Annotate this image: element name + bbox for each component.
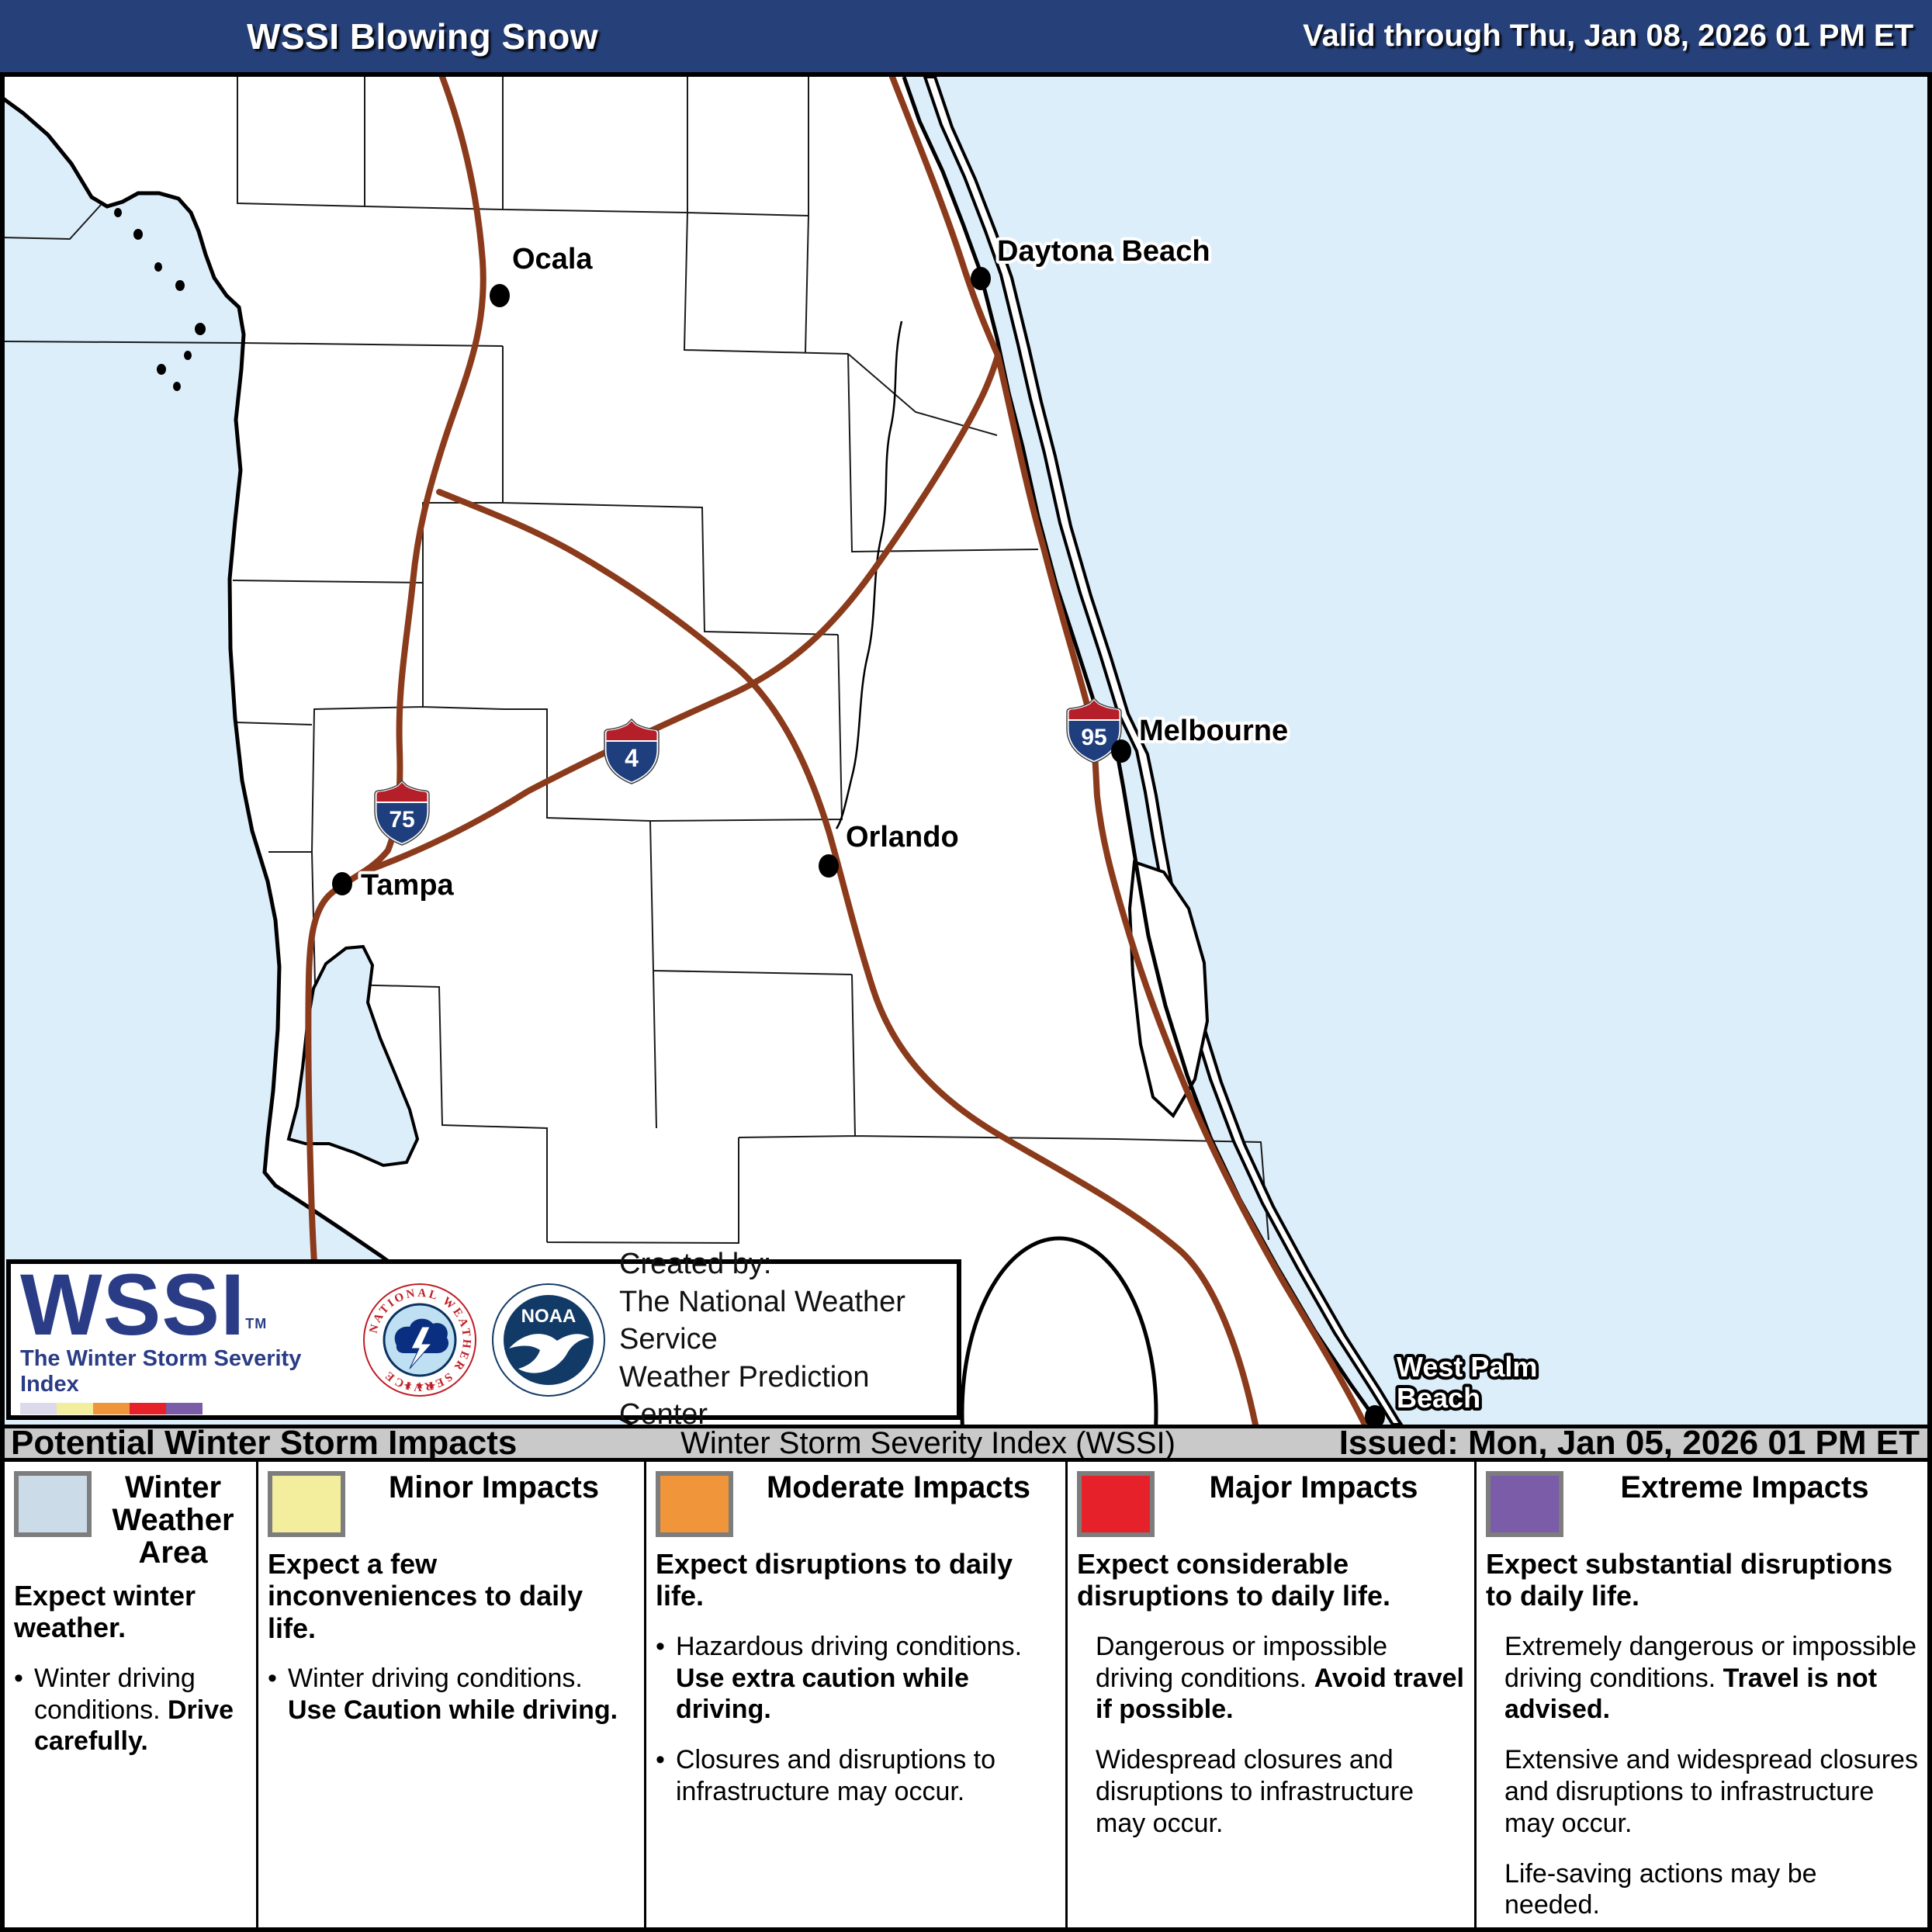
coastal-islands	[114, 208, 206, 391]
moderate-impacts-swatch	[656, 1471, 733, 1537]
info-bar-subtitle: Winter Storm Severity Index (WSSI)	[680, 1425, 1175, 1460]
legend-title: Winter Weather Area	[112, 1470, 234, 1570]
legend-item: • Hazardous driving conditions. Use extr…	[656, 1631, 1023, 1725]
interstate-95-shield: 95	[1066, 698, 1122, 763]
interstate-75-road	[305, 77, 486, 1266]
interstate-95-number: 95	[1081, 725, 1106, 750]
nws-logo-icon: NATIONAL WEATHER SERVICE ★ ★ ★	[363, 1283, 476, 1397]
interstate-95-road	[889, 77, 1367, 1425]
svg-text:★ ★ ★: ★ ★ ★	[403, 1380, 436, 1391]
trademark: TM	[245, 1315, 268, 1331]
content-frame: 75 4 95	[0, 72, 1932, 1932]
city-label-tampa: Tampa	[361, 869, 455, 902]
barrier-island	[923, 77, 1404, 1425]
city-dot-melbourne	[1111, 739, 1131, 763]
st-johns-river	[835, 320, 903, 829]
city-dot-ocala	[490, 284, 510, 307]
city-dot-west-palm-beach	[1365, 1405, 1385, 1425]
city-label-daytona-beach: Daytona Beach	[997, 235, 1210, 268]
interstate-4-shield: 4	[604, 718, 660, 784]
svg-text:NOAA: NOAA	[521, 1306, 576, 1327]
gulf-of-mexico	[5, 99, 632, 1425]
major-impacts-swatch	[1077, 1471, 1155, 1537]
minor-impacts-swatch	[268, 1471, 345, 1537]
city-label-melbourne: Melbourne	[1139, 715, 1288, 747]
legend-item: • Winter driving conditions. Drive caref…	[14, 1663, 234, 1757]
lake-okeechobee	[960, 1236, 1158, 1425]
legend-lead: Expect considerable disruptions to daily…	[1077, 1548, 1391, 1612]
city-label-west-palm: West Palm	[1397, 1351, 1537, 1383]
city-dot-orlando	[819, 854, 839, 878]
interstate-4-road	[360, 352, 1001, 875]
info-bar: Potential Winter Storm Impacts Winter St…	[5, 1424, 1927, 1462]
created-by-line2: The National Weather Service	[619, 1285, 905, 1356]
legend-title: Major Impacts	[1209, 1470, 1418, 1504]
legend-title: Minor Impacts	[388, 1470, 600, 1504]
strip-color-winter	[20, 1403, 57, 1415]
strip-color-major	[130, 1403, 166, 1415]
strip-color-extreme	[166, 1403, 203, 1415]
legend-col-moderate-impacts: Moderate Impacts Expect disruptions to d…	[644, 1462, 1065, 1927]
wssi-logo: WSSITM The Winter Storm Severity Index	[20, 1255, 349, 1415]
legend-lead: Expect winter weather.	[14, 1580, 196, 1644]
header-bar: WSSI Blowing Snow Valid through Thu, Jan…	[0, 0, 1932, 72]
legend-item: Life-saving actions may be needed.	[1504, 1858, 1817, 1920]
florida-map: 75 4 95	[5, 77, 1927, 1431]
roads	[305, 77, 1367, 1425]
valid-through-label: Valid through Thu, Jan 08, 2026 01 PM ET	[1303, 19, 1913, 53]
legend-item: Dangerous or impossible driving conditio…	[1096, 1631, 1464, 1725]
legend-lead: Expect disruptions to daily life.	[656, 1548, 1013, 1612]
strip-color-minor	[57, 1403, 93, 1415]
city-label-ocala: Ocala	[512, 243, 593, 275]
wssi-tagline: The Winter Storm Severity Index	[20, 1346, 302, 1397]
city-label-west-palm-beach-2: Beach	[1397, 1382, 1480, 1414]
legend-item: Widespread closures and disruptions to i…	[1096, 1745, 1414, 1838]
legend-lead: Expect substantial disruptions to daily …	[1486, 1548, 1893, 1612]
interstate-4-number: 4	[625, 744, 639, 772]
page-title: WSSI Blowing Snow	[247, 16, 599, 57]
city-label-orlando: Orlando	[846, 821, 959, 853]
legend-item: • Winter driving conditions. Use Caution…	[268, 1664, 618, 1725]
legend-col-major-impacts: Major Impacts Expect considerable disrup…	[1065, 1462, 1474, 1927]
interstate-75-shield: 75	[374, 780, 430, 846]
legend-col-minor-impacts: Minor Impacts Expect a few inconvenience…	[256, 1462, 644, 1927]
map-svg: 75 4 95	[5, 77, 1927, 1425]
city-dots	[332, 267, 1385, 1425]
strip-color-moderate	[93, 1403, 130, 1415]
interstate-75-number: 75	[389, 807, 414, 833]
info-bar-title: Potential Winter Storm Impacts	[11, 1424, 518, 1462]
city-labels: Ocala Daytona Beach Orlando Melbourne Ta…	[358, 232, 1540, 1417]
legend-title: Moderate Impacts	[766, 1470, 1031, 1504]
created-by-block: Created by: The National Weather Service…	[619, 1245, 947, 1434]
city-dot-tampa	[332, 872, 352, 895]
legend-lead: Expect a few inconveniences to daily lif…	[268, 1548, 583, 1644]
merritt-island	[1127, 860, 1210, 1119]
extreme-impacts-swatch	[1486, 1471, 1563, 1537]
legend-item: • Closures and disruptions to infrastruc…	[656, 1745, 996, 1806]
winter-weather-area-swatch	[14, 1471, 92, 1537]
legend-title: Extreme Impacts	[1620, 1470, 1869, 1504]
wssi-severity-strip	[20, 1403, 349, 1415]
legend-col-winter-weather-area: Winter Weather Area Expect winter weathe…	[5, 1462, 256, 1927]
impacts-legend: Winter Weather Area Expect winter weathe…	[5, 1462, 1927, 1927]
noaa-logo-icon: NOAA	[492, 1283, 605, 1397]
wssi-logo-text: WSSITM	[20, 1255, 268, 1353]
city-dot-daytona-beach	[971, 267, 991, 290]
legend-item: Extremely dangerous or impossible drivin…	[1504, 1631, 1917, 1725]
legend-item: Extensive and widespread closures and di…	[1504, 1745, 1918, 1838]
wssi-credit-box: WSSITM The Winter Storm Severity Index N…	[6, 1248, 961, 1431]
created-by-line1: Created by:	[619, 1247, 772, 1280]
turnpike-road	[436, 489, 1259, 1425]
gulf-coastline	[5, 97, 634, 1425]
legend-col-extreme-impacts: Extreme Impacts Expect substantial disru…	[1474, 1462, 1927, 1927]
issued-label: Issued: Mon, Jan 05, 2026 01 PM ET	[1338, 1424, 1920, 1462]
created-by-line3: Weather Prediction Center	[619, 1360, 870, 1432]
atlantic-ocean	[904, 77, 1927, 1425]
